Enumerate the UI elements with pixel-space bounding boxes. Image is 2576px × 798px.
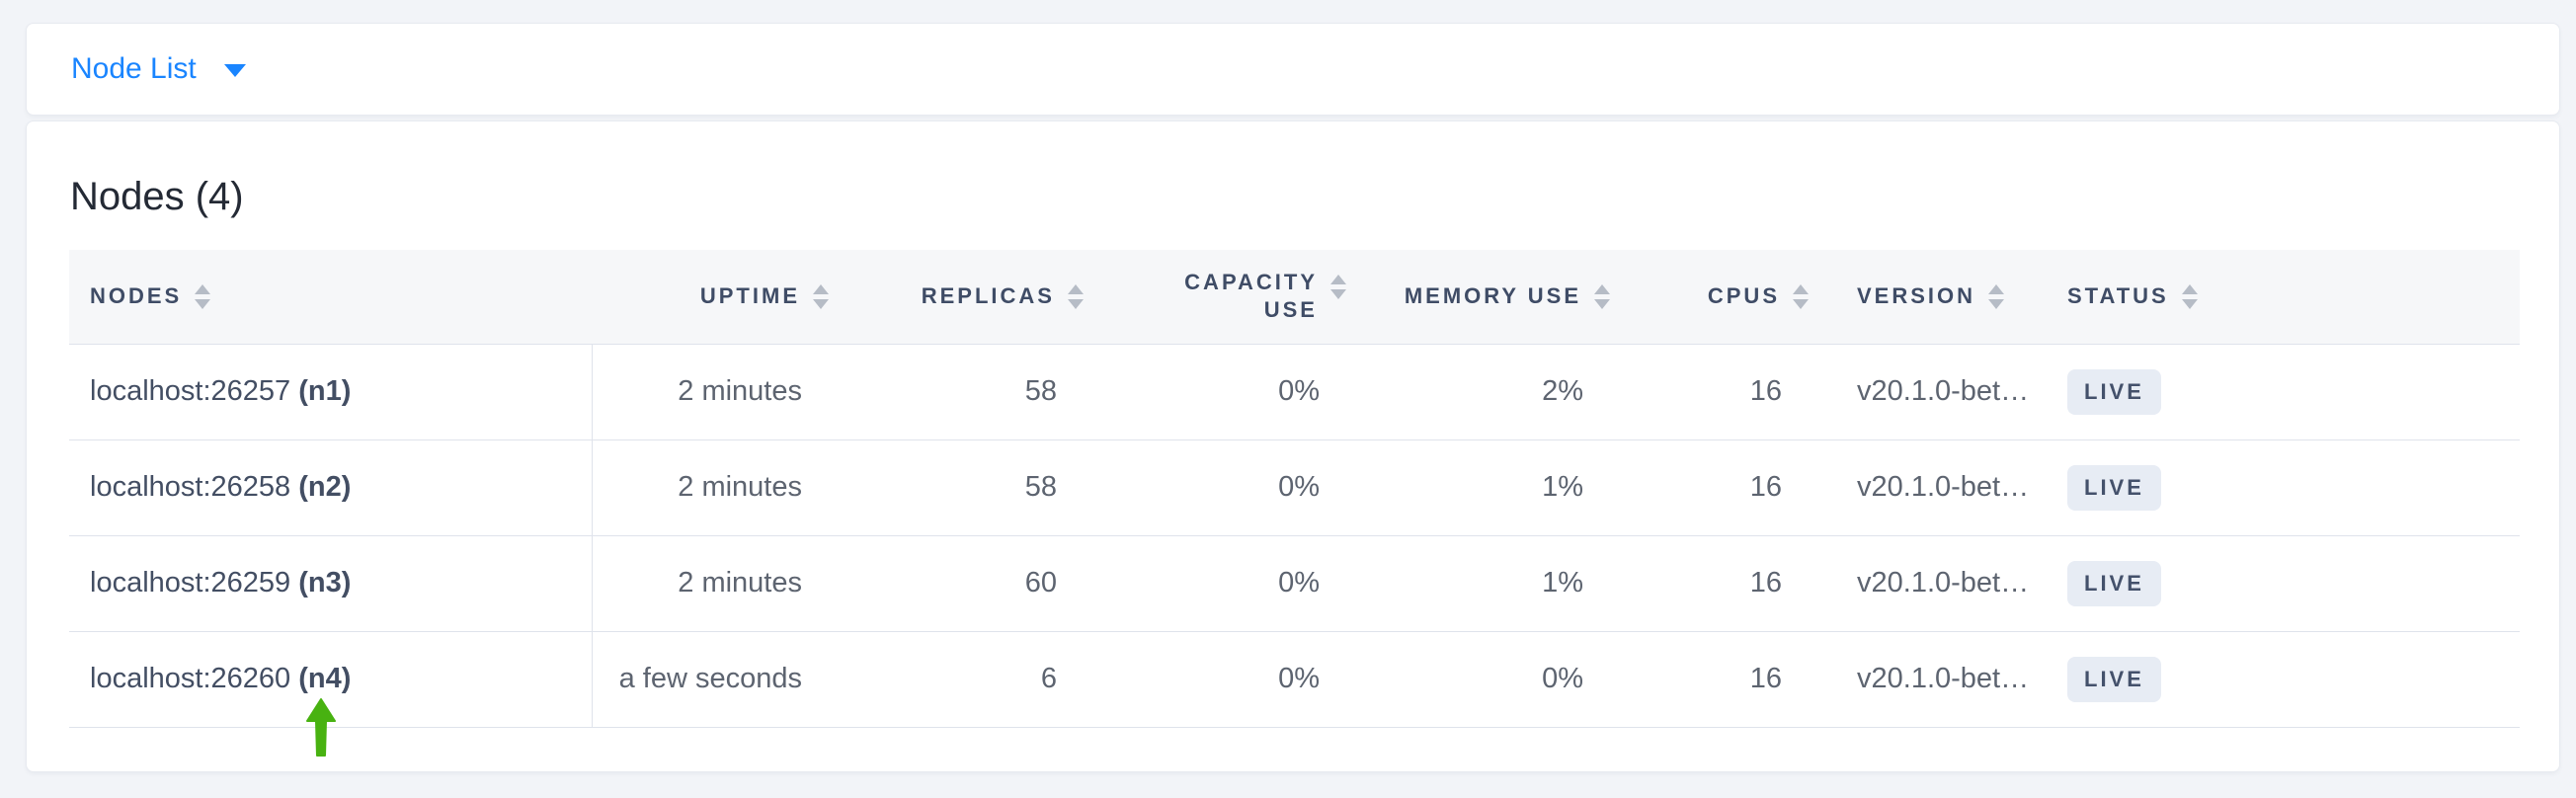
node-address: localhost:26260 xyxy=(90,663,291,694)
node-address: localhost:26258 xyxy=(90,471,291,503)
memory-use-cell: 0% xyxy=(1362,631,1626,728)
column-header-memory-use[interactable]: MEMORY USE xyxy=(1362,250,1626,345)
node-id: (n4) xyxy=(298,663,352,694)
table-row: localhost:26260 (n4) a few seconds 6 0% … xyxy=(69,631,2520,728)
column-header-uptime[interactable]: UPTIME xyxy=(592,250,845,345)
sort-arrows-icon xyxy=(813,283,829,309)
live-status-badge: LIVE xyxy=(2067,656,2161,702)
uptime-cell: 2 minutes xyxy=(592,344,845,440)
table-row: localhost:26259 (n3) 2 minutes 60 0% 1% … xyxy=(69,535,2520,632)
node-address-cell[interactable]: localhost:26260 (n4) xyxy=(69,631,593,728)
memory-use-cell: 1% xyxy=(1362,439,1626,536)
version-cell: v20.1.0-bet… xyxy=(1824,631,2038,728)
live-status-badge: LIVE xyxy=(2067,560,2161,606)
version-cell: v20.1.0-bet… xyxy=(1824,535,2038,632)
column-header-label: UPTIME xyxy=(699,283,800,309)
node-list-dropdown-label: Node List xyxy=(71,52,197,85)
replicas-cell: 58 xyxy=(845,439,1099,536)
node-address-cell[interactable]: localhost:26258 (n2) xyxy=(69,439,593,536)
version-cell: v20.1.0-bet… xyxy=(1824,344,2038,440)
sort-arrows-icon xyxy=(1988,283,2005,309)
caret-down-icon xyxy=(223,64,246,77)
column-header-label: REPLICAS xyxy=(921,283,1055,309)
capacity-use-cell: 0% xyxy=(1099,631,1362,728)
replicas-cell: 60 xyxy=(845,535,1099,632)
node-list-dropdown[interactable]: Node List xyxy=(71,52,246,86)
capacity-use-cell: 0% xyxy=(1099,535,1362,632)
node-id: (n1) xyxy=(298,375,352,407)
sort-arrows-icon xyxy=(195,283,211,309)
capacity-use-cell: 0% xyxy=(1099,344,1362,440)
status-cell: LIVE xyxy=(2038,344,2520,440)
memory-use-cell: 1% xyxy=(1362,535,1626,632)
column-header-version[interactable]: VERSION xyxy=(1824,250,2038,345)
sort-arrows-icon xyxy=(2181,283,2198,309)
node-address-cell[interactable]: localhost:26259 (n3) xyxy=(69,535,593,632)
status-cell: LIVE xyxy=(2038,631,2520,728)
uptime-cell: a few seconds xyxy=(592,631,845,728)
sort-arrows-icon xyxy=(1068,283,1084,309)
nodes-card: Nodes (4) NODES UPTIME xyxy=(26,120,2560,772)
sort-arrows-icon xyxy=(1793,283,1809,309)
replicas-cell: 6 xyxy=(845,631,1099,728)
memory-use-cell: 2% xyxy=(1362,344,1626,440)
cpus-cell: 16 xyxy=(1626,631,1824,728)
node-address-cell[interactable]: localhost:26257 (n1) xyxy=(69,344,593,440)
node-address: localhost:26259 xyxy=(90,567,291,598)
uptime-cell: 2 minutes xyxy=(592,439,845,536)
table-header-row: NODES UPTIME REPLICAS xyxy=(69,250,2520,345)
view-selector-bar: Node List xyxy=(26,23,2560,116)
table-row: localhost:26258 (n2) 2 minutes 58 0% 1% … xyxy=(69,439,2520,536)
node-address: localhost:26257 xyxy=(90,375,291,407)
cpus-cell: 16 xyxy=(1626,535,1824,632)
column-header-label: STATUS xyxy=(2067,283,2169,309)
sort-arrows-icon xyxy=(1330,274,1346,299)
column-header-replicas[interactable]: REPLICAS xyxy=(845,250,1099,345)
column-header-label: VERSION xyxy=(1857,283,1976,309)
column-header-nodes[interactable]: NODES xyxy=(69,250,592,345)
nodes-table: NODES UPTIME REPLICAS xyxy=(69,250,2520,728)
column-header-label: NODES xyxy=(90,283,183,309)
column-header-label: MEMORY USE xyxy=(1404,283,1581,309)
cpus-cell: 16 xyxy=(1626,344,1824,440)
nodes-count-title: Nodes (4) xyxy=(70,175,244,218)
uptime-cell: 2 minutes xyxy=(592,535,845,632)
replicas-cell: 58 xyxy=(845,344,1099,440)
table-row: localhost:26257 (n1) 2 minutes 58 0% 2% … xyxy=(69,344,2520,440)
column-header-capacity-use[interactable]: CAPACITY USE xyxy=(1099,250,1362,345)
column-header-label: CPUS xyxy=(1707,283,1780,309)
version-cell: v20.1.0-bet… xyxy=(1824,439,2038,536)
live-status-badge: LIVE xyxy=(2067,464,2161,511)
node-id: (n2) xyxy=(298,471,352,503)
capacity-use-cell: 0% xyxy=(1099,439,1362,536)
sort-arrows-icon xyxy=(1594,283,1610,309)
status-cell: LIVE xyxy=(2038,439,2520,536)
column-header-label: CAPACITY USE xyxy=(1184,269,1318,323)
column-header-cpus[interactable]: CPUS xyxy=(1626,250,1824,345)
column-header-status[interactable]: STATUS xyxy=(2038,250,2520,345)
live-status-badge: LIVE xyxy=(2067,368,2161,415)
status-cell: LIVE xyxy=(2038,535,2520,632)
cpus-cell: 16 xyxy=(1626,439,1824,536)
node-id: (n3) xyxy=(298,567,352,598)
